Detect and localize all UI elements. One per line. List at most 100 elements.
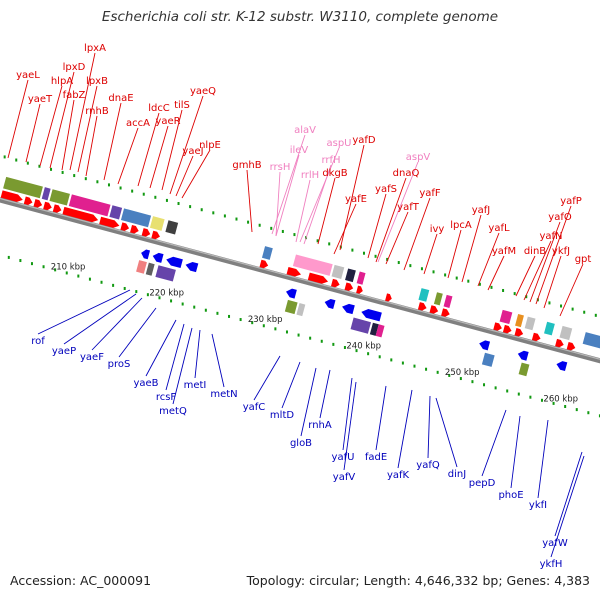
dot [517, 392, 520, 396]
dot [258, 223, 261, 227]
connector [554, 451, 583, 537]
forward-gene-label: tilS [174, 100, 190, 111]
reverse-gene-block [481, 352, 495, 367]
reverse-gene-label: ykfI [529, 500, 547, 511]
dot [3, 155, 6, 159]
forward-gene-label: yafN [539, 231, 562, 242]
connector [423, 233, 438, 275]
connector [435, 397, 458, 468]
forward-gene-label: dnaQ [393, 168, 420, 179]
scale-tick-label: 240 kbp [346, 342, 381, 352]
dot [343, 345, 346, 349]
dot [146, 293, 149, 297]
connector [175, 155, 194, 197]
dot [193, 305, 196, 309]
connector [172, 327, 193, 405]
connector [537, 419, 549, 499]
rna-gene-label: rrfH [321, 155, 340, 166]
connector [165, 323, 185, 391]
dot [142, 192, 145, 196]
backbone-highlight [0, 197, 600, 360]
forward-gene-block [433, 292, 443, 306]
forward-gene-block [331, 264, 345, 279]
forward-gene-label: yaeJ [182, 146, 203, 157]
forward-gene-label: yafM [492, 246, 516, 257]
dot [54, 268, 57, 272]
reverse-arrow [324, 298, 336, 309]
forward-gene-block [559, 325, 573, 341]
dot [262, 324, 265, 328]
connector [317, 177, 336, 245]
dot [467, 279, 470, 283]
forward-gene-block [165, 220, 179, 235]
connector [275, 171, 281, 237]
forward-gene-label: yafO [548, 212, 572, 223]
reverse-gene-block [350, 317, 372, 334]
reverse-gene-label: rnhA [308, 420, 332, 431]
forward-gene-label: lpxB [86, 76, 108, 87]
connector [559, 263, 584, 317]
connector [145, 319, 177, 377]
dot [297, 333, 300, 337]
dot [386, 257, 389, 261]
connector [137, 112, 160, 187]
gene-labels: yaeL yaeT hlpA lpxD fabZ lpxA lpxB rnhB dnaE accA… [16, 43, 591, 570]
map-title: Escherichia coli str. K-12 substr. W3110… [101, 9, 499, 25]
dot [525, 295, 528, 299]
forward-arrow [355, 285, 363, 295]
forward-arrow [141, 228, 151, 237]
dot [459, 377, 462, 381]
dot [397, 261, 400, 265]
reverse-gene-label: yaeB [133, 378, 158, 389]
connector [343, 381, 357, 471]
forward-arrow [120, 222, 130, 232]
connector [487, 255, 505, 291]
forward-gene-block [524, 316, 536, 331]
forward-gene-label: nlpE [199, 140, 221, 151]
forward-arrow [440, 308, 450, 318]
forward-gene-label: lpxD [63, 62, 86, 73]
dot [309, 336, 312, 340]
forward-arrow [384, 293, 392, 302]
connector [91, 297, 143, 351]
connector [194, 329, 201, 379]
dot [251, 321, 254, 325]
dot [112, 283, 115, 287]
connector [117, 127, 139, 185]
dot [506, 389, 509, 393]
forward-gene-block [582, 332, 600, 349]
reverse-gene-label: dinJ [448, 469, 466, 480]
reverse-gene-label: yafU [332, 452, 355, 463]
dot [513, 292, 516, 296]
forward-gene-block [499, 309, 513, 325]
forward-arrow [514, 328, 524, 337]
forward-gene-label: accA [126, 118, 150, 129]
forward-gene-block [3, 176, 43, 199]
forward-arrow [429, 305, 439, 315]
dot [355, 349, 358, 353]
forward-gene-label: yafS [375, 184, 397, 195]
forward-gene-block [41, 187, 51, 201]
reverse-arrow [141, 249, 151, 260]
reverse-gene-label: mltD [270, 410, 294, 421]
connector [510, 415, 521, 489]
reverse-gene-label: metN [210, 389, 237, 400]
connector [427, 395, 431, 459]
dot [320, 339, 323, 343]
dot [100, 280, 103, 284]
gene-features [0, 176, 600, 377]
reverse-arrow [479, 340, 491, 351]
connector [61, 99, 75, 171]
reverse-gene-block [518, 362, 530, 377]
forward-arrow [43, 201, 52, 211]
dot [274, 327, 277, 331]
dot [165, 198, 168, 202]
dot [131, 189, 134, 193]
dot [293, 233, 296, 237]
forward-arrow [62, 206, 99, 223]
dot [548, 301, 551, 305]
dot [598, 414, 600, 418]
reverse-arrow [286, 288, 297, 299]
dot [119, 186, 122, 190]
dot [239, 318, 242, 322]
